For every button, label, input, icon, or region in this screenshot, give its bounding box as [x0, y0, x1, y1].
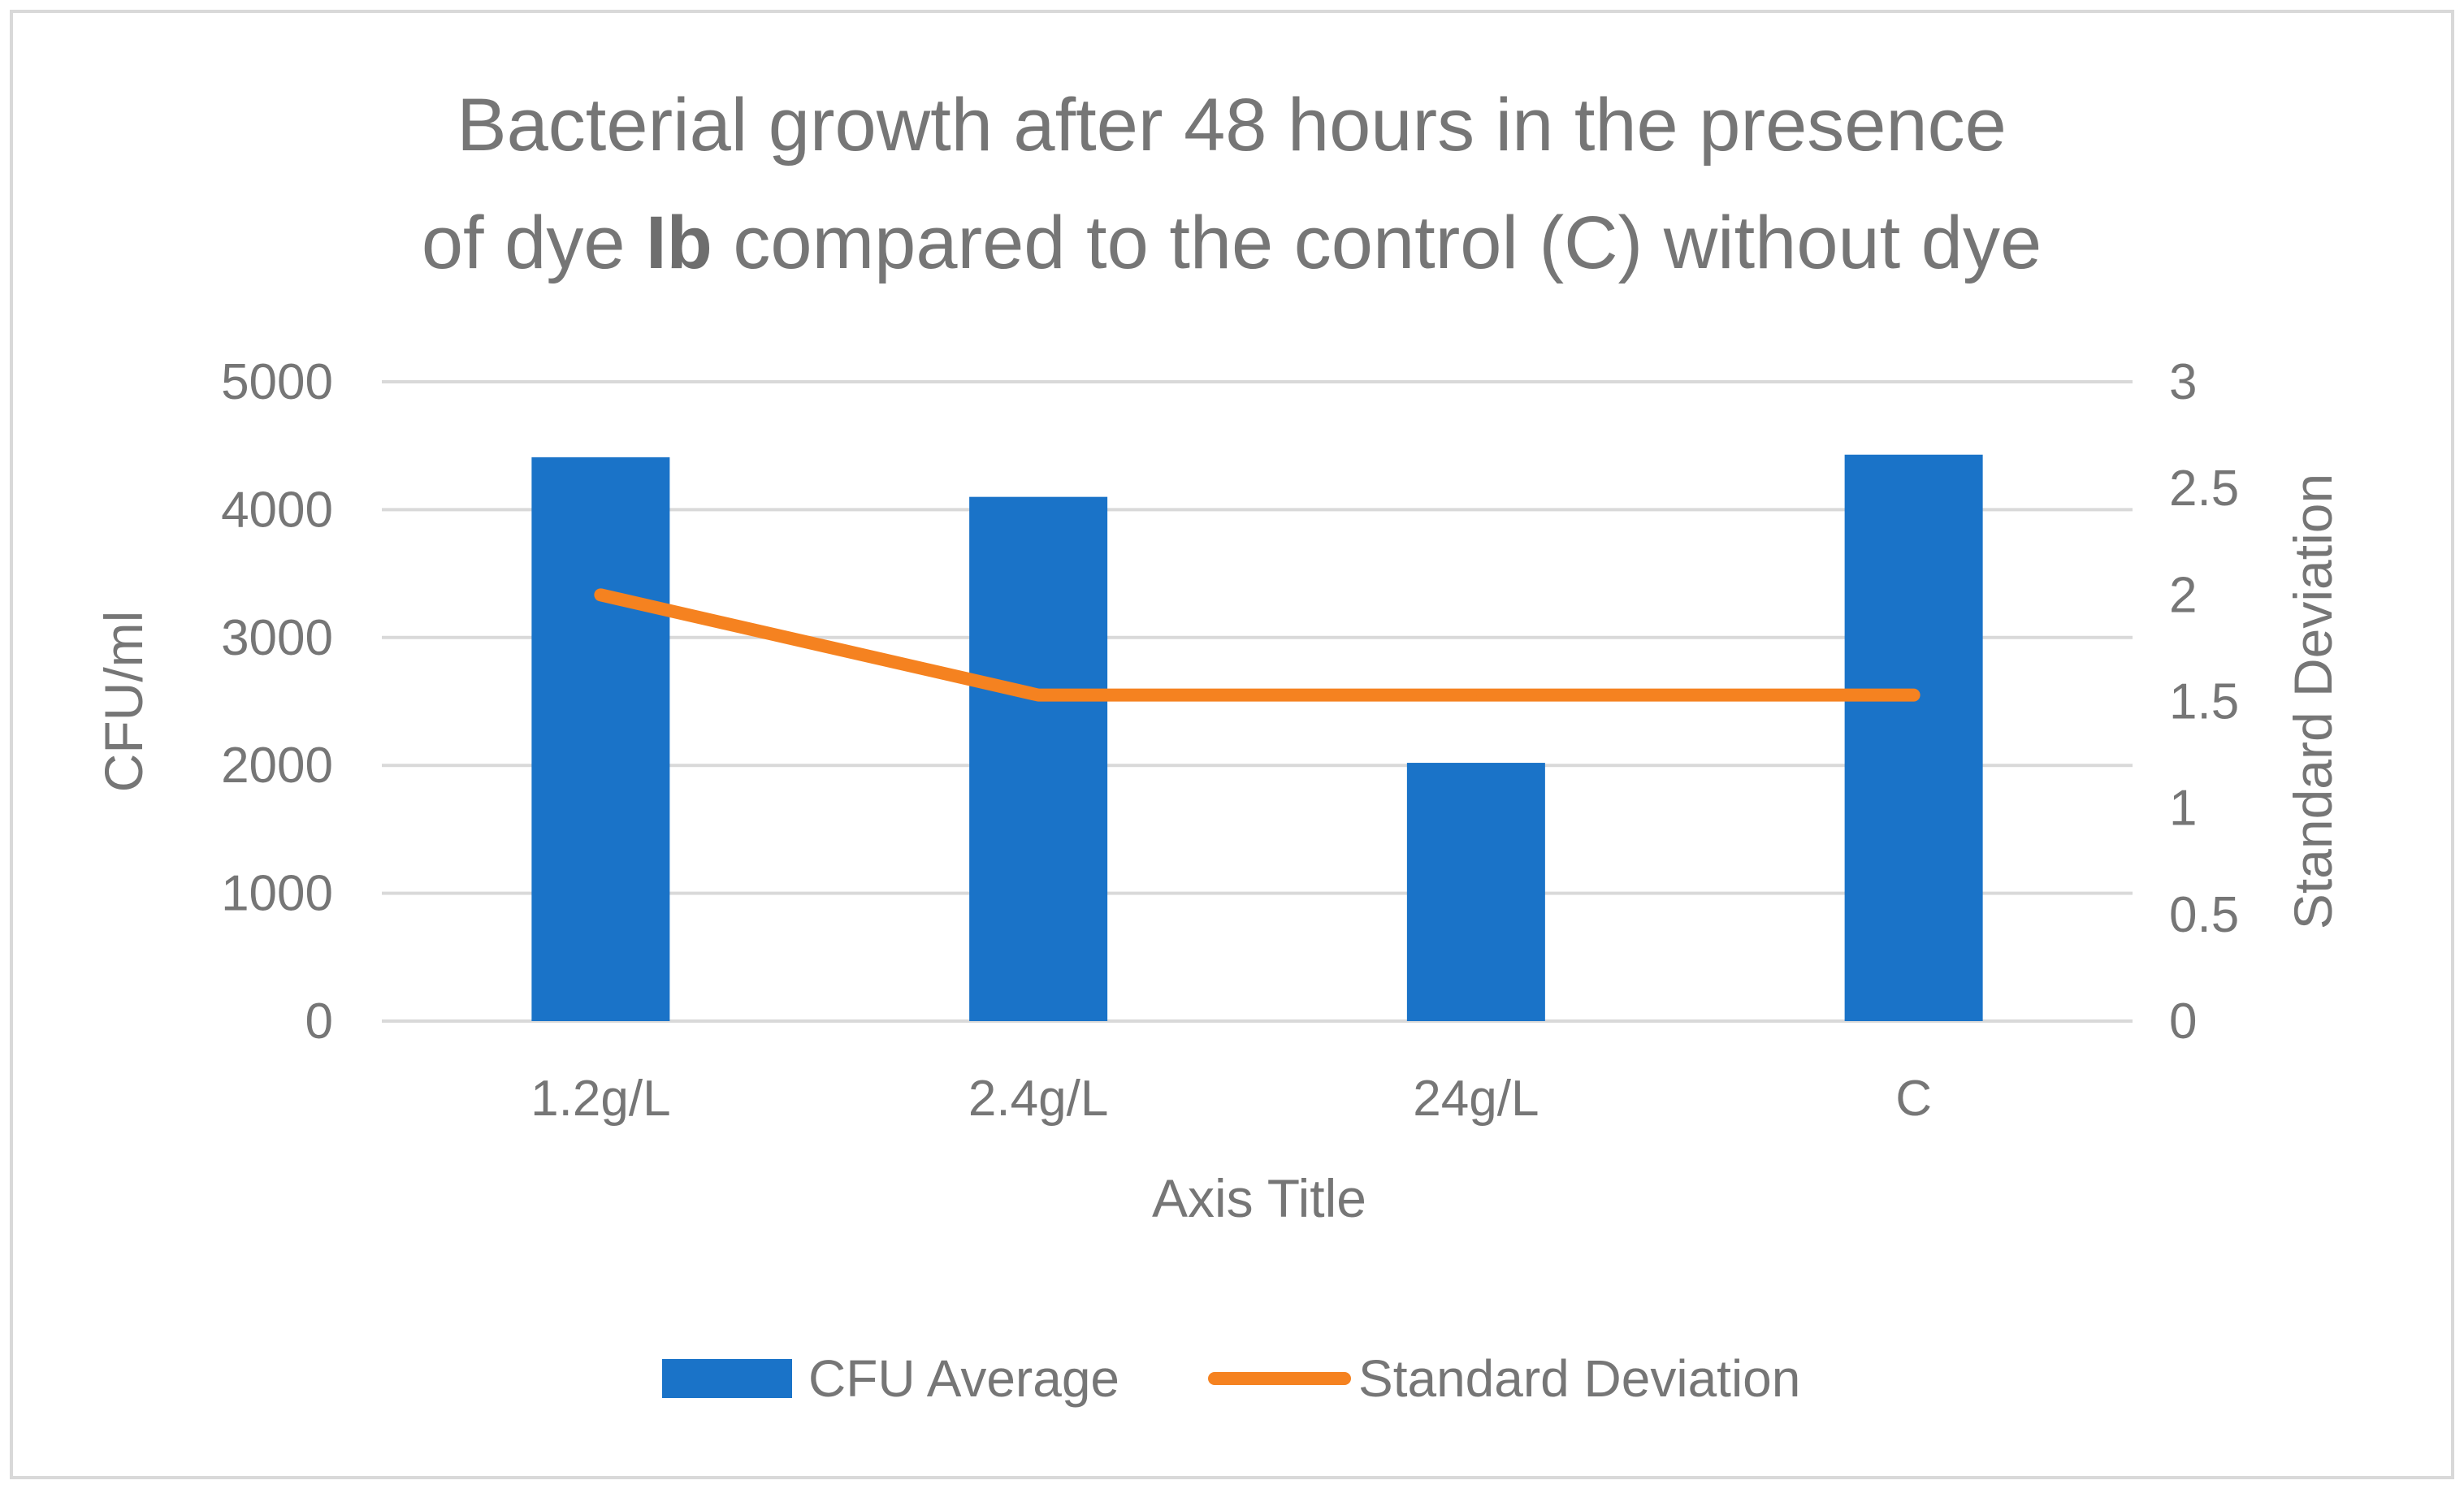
- x-tick-label: 24g/L: [1413, 1071, 1539, 1127]
- line-standard-deviation: [594, 588, 1921, 702]
- x-tick-label: C: [1895, 1071, 1932, 1127]
- point-standard-deviation: [600, 594, 602, 596]
- x-axis-label: Axis Title: [1152, 1168, 1366, 1228]
- chart-title-line-1: Bacterial growth after 48 hours in the p…: [457, 84, 2007, 167]
- point-standard-deviation: [1475, 694, 1477, 696]
- y-tick-label: 5000: [221, 354, 333, 410]
- y-axis-label: CFU/ml: [93, 611, 154, 793]
- bar-cfu-average: [969, 496, 1108, 1021]
- chart-title-suffix: compared to the control (C) without dye: [712, 201, 2042, 284]
- x-tick-label: 1.2g/L: [530, 1071, 670, 1127]
- line-series: [594, 588, 1921, 702]
- legend-swatch-cfu-average: [662, 1359, 792, 1398]
- right-axis-ticks: 0 0.5 1 1.5 2 2.5 3: [2169, 354, 2239, 1050]
- bar-series: [531, 454, 1983, 1021]
- y-tick-label: 1000: [221, 866, 333, 922]
- chart-title-line-2: of dye Ib compared to the control (C) wi…: [422, 201, 2042, 284]
- y2-tick-label: 2: [2169, 567, 2197, 623]
- y2-tick-label: 1.5: [2169, 674, 2239, 730]
- legend-label-cfu-average: CFU Average: [808, 1349, 1119, 1408]
- y2-tick-label: 1: [2169, 781, 2197, 837]
- chart-title-prefix: of dye: [422, 201, 646, 284]
- y-tick-label: 2000: [221, 738, 333, 794]
- y-tick-label: 4000: [221, 482, 333, 538]
- y-tick-label: 3000: [221, 610, 333, 666]
- legend-label-standard-deviation: Standard Deviation: [1358, 1349, 1800, 1408]
- y2-tick-label: 2.5: [2169, 461, 2239, 517]
- y2-tick-label: 0: [2169, 993, 2197, 1050]
- x-axis-ticks: 1.2g/L 2.4g/L 24g/L C: [530, 1071, 1932, 1127]
- y2-axis-label: Standard Deviation: [2283, 474, 2343, 929]
- bar-cfu-average: [531, 457, 670, 1021]
- bar-cfu-average: [1844, 454, 1983, 1021]
- bar-cfu-average: [1406, 763, 1545, 1021]
- chart-border: [10, 10, 2454, 1479]
- legend: CFU Average Standard Deviation: [662, 1349, 1800, 1408]
- x-tick-label: 2.4g/L: [968, 1071, 1108, 1127]
- y2-tick-label: 0.5: [2169, 887, 2239, 943]
- y2-tick-label: 3: [2169, 354, 2197, 410]
- point-standard-deviation: [1912, 694, 1915, 696]
- y-tick-label: 0: [305, 993, 333, 1050]
- gridlines: [382, 380, 2133, 1023]
- chart-title-compound: Ib: [646, 201, 712, 284]
- point-standard-deviation: [1037, 694, 1040, 696]
- left-axis-ticks: 0 1000 2000 3000 4000 5000: [221, 354, 333, 1050]
